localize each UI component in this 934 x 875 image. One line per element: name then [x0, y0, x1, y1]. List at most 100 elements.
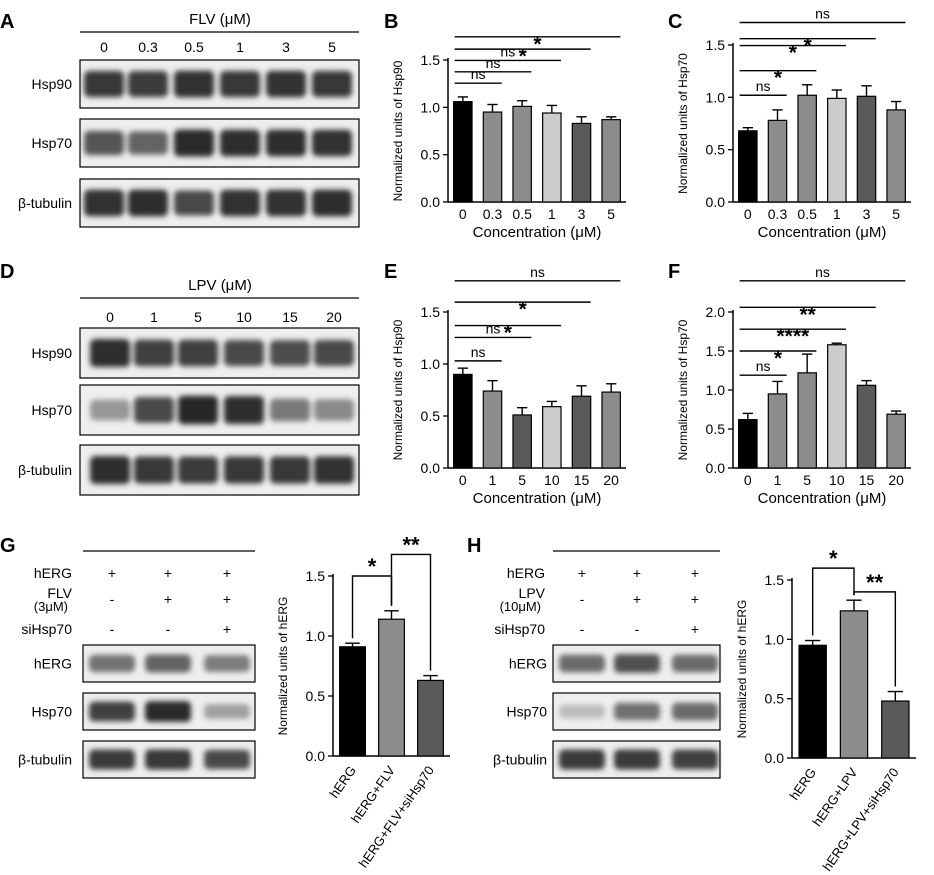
- chart-e-x-tick-label: 5: [518, 472, 526, 488]
- blot-h-condition-mark: +: [691, 621, 699, 637]
- blot-d-band-group: [90, 339, 354, 367]
- chart-c-x-tick-label: 1: [833, 206, 841, 222]
- chart-g-y-tick-label: 1.0: [306, 628, 326, 644]
- chart-f-significance-label: *: [774, 347, 783, 370]
- chart-e-significance-label: ns: [471, 344, 486, 360]
- blot-h-condition-mark: +: [691, 565, 699, 581]
- chart-f-x-axis-label: Concentration (μM): [758, 490, 887, 507]
- chart-e-bar: [482, 390, 503, 469]
- chart-f-y-tick-label: 0.5: [706, 421, 726, 437]
- chart-e-y-tick-label: 0.5: [421, 408, 441, 424]
- chart-b-bar: [512, 105, 532, 203]
- chart-h-y-tick-label: 0.5: [765, 691, 785, 707]
- chart-e-bar: [453, 373, 473, 469]
- blot-h-condition-mark: +: [578, 565, 586, 581]
- chart-f-bar: [738, 419, 758, 469]
- blot-a-band: [174, 190, 214, 216]
- blot-g-band-group: [89, 654, 250, 673]
- chart-f-y-axis-label: Normalized units of Hsp70: [676, 319, 690, 460]
- chart-g-bracket-label: **: [402, 532, 420, 557]
- blot-a-band-group: [84, 129, 352, 157]
- chart-e-x-tick-label: 15: [574, 472, 590, 488]
- chart-h-bar: [839, 610, 869, 759]
- blot-h-condition-mark: +: [633, 565, 641, 581]
- chart-h-x-tick-label: hERG: [787, 765, 820, 803]
- chart-e-x-tick-label: 0: [459, 472, 467, 488]
- blot-g-band: [89, 749, 135, 770]
- blot-d-row-label: β-tubulin: [18, 462, 72, 478]
- blot-g-condition-mark: -: [110, 591, 115, 607]
- chart-c-x-tick-label: 0: [744, 206, 752, 222]
- blot-a-band-group: [84, 70, 352, 98]
- chart-c-bar: [827, 97, 847, 203]
- chart-e-bar: [601, 391, 621, 469]
- blot-h-band-group: [559, 654, 718, 673]
- blot-g-row-label: Hsp70: [32, 704, 73, 720]
- panel-letter-e: E: [384, 261, 397, 283]
- chart-e-bar: [542, 406, 562, 469]
- chart-b-x-tick-label: 0.5: [512, 206, 532, 222]
- chart-g-bar: [339, 646, 366, 757]
- blot-g-condition-mark: +: [108, 565, 116, 581]
- blot-h-band: [559, 749, 605, 770]
- blot-d-band: [134, 456, 174, 484]
- blot-d-band: [90, 339, 130, 367]
- blot-g-band: [204, 655, 250, 672]
- chart-h-bracket-label: **: [866, 570, 884, 595]
- chart-h-bracket: [853, 591, 897, 687]
- blot-a-row-label: Hsp90: [32, 76, 73, 92]
- blot-d-band-group: [90, 395, 354, 425]
- chart-c-significance-label: *: [789, 42, 798, 65]
- blot-h-condition-mark: -: [580, 621, 585, 637]
- chart-b-x-tick-label: 1: [548, 206, 556, 222]
- blot-g-condition-mark: +: [223, 591, 231, 607]
- blot-d-band: [314, 399, 354, 421]
- blot-d-band: [314, 339, 354, 367]
- blot-g-band: [145, 749, 191, 770]
- blot-h-condition-mark: +: [633, 591, 641, 607]
- blot-g-band: [89, 701, 135, 722]
- panel-letter-f: F: [668, 261, 680, 283]
- chart-b-significance-label: *: [533, 33, 542, 56]
- blot-a-lane-label: 3: [282, 39, 290, 55]
- blot-d-band: [270, 340, 310, 366]
- chart-b-x-tick-label: 0.3: [483, 206, 503, 222]
- blot-d-row-label: Hsp90: [32, 345, 73, 361]
- blot-a-band: [266, 129, 306, 157]
- blot-h-band: [614, 749, 660, 770]
- figure-root: A B C D E F G H FLV (μM) 0 0.3 0.5 1 3 5 Hsp90 Hsp70 β-tu…: [0, 5, 916, 874]
- chart-f-bar: [856, 384, 877, 469]
- chart-g-y-tick-label: 0.5: [306, 688, 326, 704]
- chart-f-x-tick-label: 1: [774, 472, 782, 488]
- chart-h-y-tick-label: 1.0: [765, 631, 785, 647]
- chart-f-x-tick-label: 20: [888, 472, 904, 488]
- blot-a-band: [266, 70, 306, 98]
- chart-f-x-tick-label: 0: [744, 472, 752, 488]
- blot-a-row-label: Hsp70: [32, 135, 73, 151]
- chart-c-x-tick-label: 3: [863, 206, 871, 222]
- chart-c-y-tick-label: 0.5: [706, 142, 726, 158]
- chart-h-bracket: [811, 567, 855, 636]
- blot-g-band-group: [89, 749, 250, 770]
- chart-f-bar: [827, 344, 847, 469]
- chart-f-bar: [797, 372, 817, 469]
- blot-d-band: [178, 339, 218, 367]
- blot-a-band: [174, 70, 214, 98]
- blot-a-treatment-label: FLV (μM): [189, 11, 251, 28]
- blot-h-condition-label: LPV: [519, 585, 546, 601]
- blot-h-band: [559, 654, 605, 673]
- chart-e-y-tick-label: 1.5: [421, 304, 441, 320]
- chart-b-x-tick-label: 5: [607, 206, 615, 222]
- blot-d-band: [178, 456, 218, 484]
- chart-c-significance-label: *: [804, 35, 813, 58]
- blot-a-band: [220, 189, 260, 217]
- blot-g-condition-label: FLV: [47, 585, 72, 601]
- blot-d-band: [224, 396, 264, 424]
- chart-e-x-tick-label: 10: [544, 472, 560, 488]
- chart-b-bar: [571, 122, 592, 203]
- blot-h-band: [672, 702, 718, 721]
- blot-h-condition-label: hERG: [507, 565, 545, 581]
- blot-a-band: [128, 189, 168, 217]
- chart-e-bar: [571, 395, 592, 469]
- chart-h-x-tick-label: hERG+LPV+siHsp70: [819, 765, 901, 874]
